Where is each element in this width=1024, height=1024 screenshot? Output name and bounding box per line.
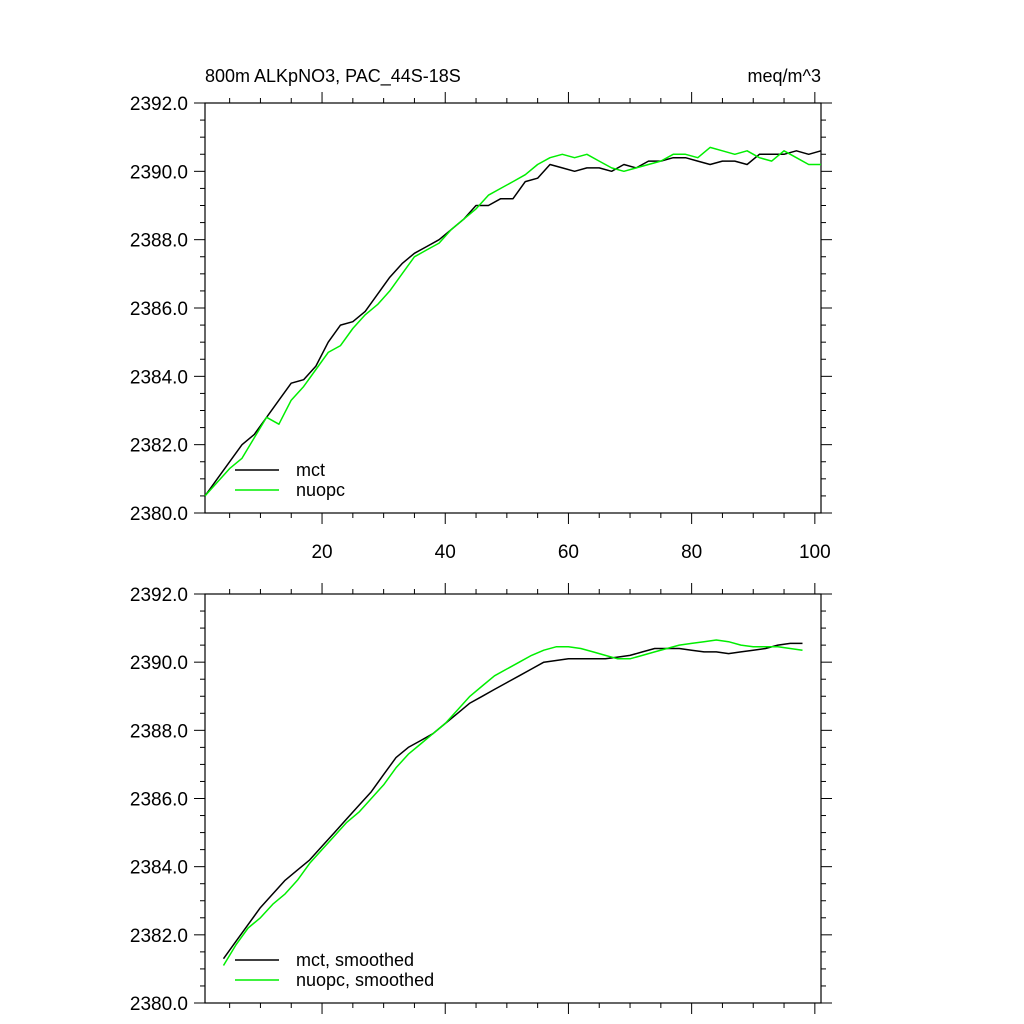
x-tick-label: 20: [311, 542, 332, 563]
x-tick-label: 40: [435, 542, 456, 563]
y-tick-label: 2382.0: [130, 436, 188, 457]
series-line-nuopc: [222, 639, 803, 966]
y-tick-label: 2380.0: [130, 504, 188, 525]
legend-label: nuopc: [296, 480, 345, 500]
y-tick-label: 2384.0: [130, 367, 188, 388]
bottom-panel: 2380.0 2382.0 2384.0 2386.0 2388.0 2390.0 2392…: [130, 583, 832, 1015]
y-tick-label: 2392.0: [130, 585, 188, 606]
y-tick-label: 2386.0: [130, 299, 188, 320]
x-tick-label: 80: [681, 542, 702, 563]
series-line-nuopc: [204, 146, 821, 497]
y-tick-label: 2392.0: [130, 94, 188, 115]
series-line-mct: [222, 642, 803, 960]
x-tick-label: 100: [799, 542, 831, 563]
y-tick-label: 2380.0: [130, 994, 188, 1015]
x-tick-label: 60: [558, 542, 579, 563]
y-tick-label: 2384.0: [130, 858, 188, 879]
chart-title: 800m ALKpNO3, PAC_44S-18S: [205, 66, 461, 87]
y-tick-label: 2386.0: [130, 790, 188, 811]
y-tick-label: 2388.0: [130, 231, 188, 252]
y-tick-label: 2390.0: [130, 653, 188, 674]
legend-label: mct, smoothed: [296, 950, 414, 970]
series-line-mct: [204, 150, 822, 497]
legend-label: nuopc, smoothed: [296, 970, 434, 990]
y-tick-label: 2388.0: [130, 721, 188, 742]
plot-frame: [204, 102, 822, 514]
plot-frame: [204, 593, 822, 1004]
y-tick-label: 2390.0: [130, 162, 188, 183]
top-panel: 2380.0 2382.0 2384.0 2386.0 2388.0 2390.0 2392…: [130, 92, 832, 563]
y-tick-label: 2382.0: [130, 926, 188, 947]
legend-label: mct: [296, 460, 325, 480]
chart-units: meq/m^3: [748, 66, 821, 86]
